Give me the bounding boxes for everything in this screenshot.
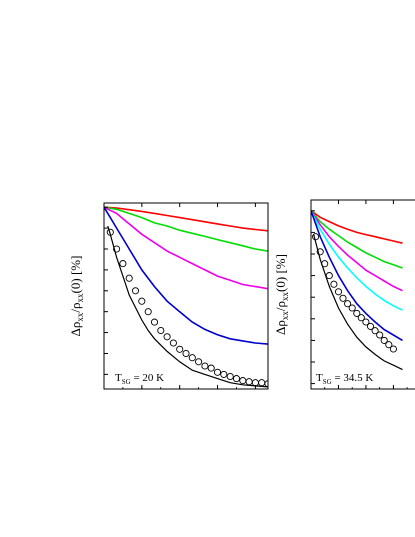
data-point-marker: [169, 339, 177, 347]
series-line-4: [311, 210, 403, 342]
series-line-1.45: [107, 225, 268, 388]
data-point-marker: [366, 322, 375, 330]
data-point-marker: [213, 368, 222, 376]
data-point-marker: [353, 309, 361, 317]
data-point-marker: [157, 326, 165, 335]
data-point-marker: [106, 228, 114, 236]
data-point-marker: [195, 358, 203, 366]
chart-panel-a: Δρxx/ρxx(0) [%] TSG = 20 K: [68, 202, 269, 390]
series-line-2: [311, 210, 403, 292]
data-point-marker: [316, 248, 324, 256]
chart-panel-b: Δρxx/ρxx(0) [%] TSG = 34.5 K: [273, 199, 415, 390]
data-point-marker: [138, 297, 146, 305]
data-point-marker: [330, 280, 338, 288]
data-point-marker: [119, 260, 127, 268]
data-point-marker: [334, 288, 343, 296]
series-line-15.1: [104, 206, 268, 252]
annotation-tsg: TSG = 20 K: [115, 372, 164, 386]
data-point-marker: [201, 362, 209, 370]
data-point-marker: [312, 233, 320, 241]
data-point-marker: [125, 274, 133, 282]
data-point-marker: [182, 349, 190, 358]
data-point-marker: [348, 304, 356, 312]
series-line-10.1: [104, 206, 268, 290]
data-point-marker: [239, 377, 247, 385]
data-point-marker: [362, 318, 370, 326]
data-point-marker: [371, 327, 379, 335]
data-point-marker: [344, 300, 352, 308]
series-line-4.32: [104, 206, 268, 345]
data-point-marker: [144, 308, 152, 316]
data-point-marker: [325, 272, 333, 280]
plot-frame: [103, 202, 269, 390]
data-point-marker: [131, 287, 140, 295]
data-point-marker: [380, 336, 388, 344]
data-point-marker: [220, 370, 228, 378]
data-point-marker: [376, 331, 384, 339]
data-point-marker: [163, 333, 171, 341]
series-line-5: [313, 234, 403, 371]
data-point-marker: [321, 260, 329, 268]
data-point-marker: [176, 345, 184, 353]
y-axis-label: Δρxx/ρxx(0) [%]: [68, 256, 85, 337]
y-axis-label: Δρxx/ρxx(0) [%]: [273, 254, 290, 335]
data-point-marker: [389, 345, 397, 353]
series-line-0: [311, 210, 403, 244]
annotation-tsg: TSG = 34.5 K: [316, 372, 373, 386]
data-point-marker: [188, 354, 196, 362]
data-point-marker: [113, 245, 121, 253]
data-point-marker: [150, 318, 159, 326]
data-point-marker: [339, 294, 347, 302]
data-point-marker: [258, 379, 266, 387]
data-point-marker: [385, 341, 393, 349]
series-line-3: [311, 210, 403, 311]
data-point-marker: [232, 375, 241, 383]
plot-frame: [310, 199, 415, 390]
data-point-marker: [245, 378, 253, 386]
series-line-1: [311, 210, 403, 269]
data-point-marker: [251, 379, 259, 387]
data-point-marker: [226, 372, 234, 381]
series-line-20.2: [104, 206, 268, 232]
data-point-marker: [357, 314, 365, 322]
data-point-marker: [207, 364, 215, 372]
